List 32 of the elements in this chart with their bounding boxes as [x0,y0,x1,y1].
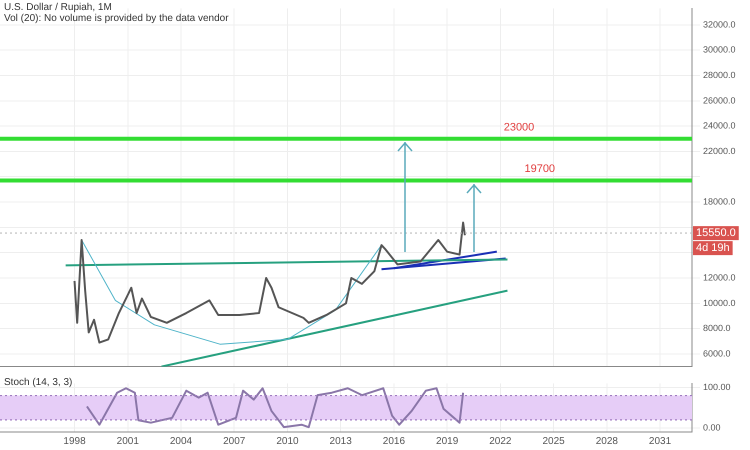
x-tick-label: 2025 [542,436,566,447]
y-tick-label: 10000.0 [703,298,736,308]
y-tick-label: 22000.0 [703,146,736,156]
ref-line-label: 19700 [524,163,556,176]
x-tick-label: 2019 [436,436,459,447]
x-tick-label: 2010 [276,436,300,447]
y-tick-label: 26000.0 [703,95,736,106]
x-tick-label: 2001 [116,436,140,447]
x-tick-label: 2031 [648,436,672,447]
x-tick-label: 2004 [170,436,193,447]
y-tick-label: 28000.0 [703,70,736,80]
y-tick-label: 24000.0 [703,120,736,131]
x-tick-label: 2028 [596,436,618,447]
ref-line-label: 15550.0 [696,227,736,240]
y-tick-label: 32000.0 [703,19,736,30]
y-tick-label: 0.00 [703,422,721,432]
y-tick-label: 18000.0 [703,196,736,207]
y-tick-label: 6000.0 [703,348,731,358]
y-tick-label: 12000.0 [703,272,736,282]
y-tick-label: 8000.0 [703,323,731,334]
x-tick-label: 2007 [223,436,246,447]
x-tick-label: 1998 [63,436,86,447]
text: Vol (20): No volume is provided by the data vendor [4,13,229,24]
chart-title: U.S. Dollar / Rupiah, 1M [4,2,112,13]
y-tick-label: 30000.0 [703,44,736,55]
x-tick-label: 2016 [382,436,406,447]
y-tick-label: 100.00 [703,382,731,392]
x-tick-label: 2022 [489,436,512,447]
text: 4d 19h [696,242,730,254]
ref-line-label: 23000 [504,121,534,134]
chart-title: Stoch (14, 3, 3) [4,377,72,388]
x-tick-label: 2013 [330,436,352,447]
